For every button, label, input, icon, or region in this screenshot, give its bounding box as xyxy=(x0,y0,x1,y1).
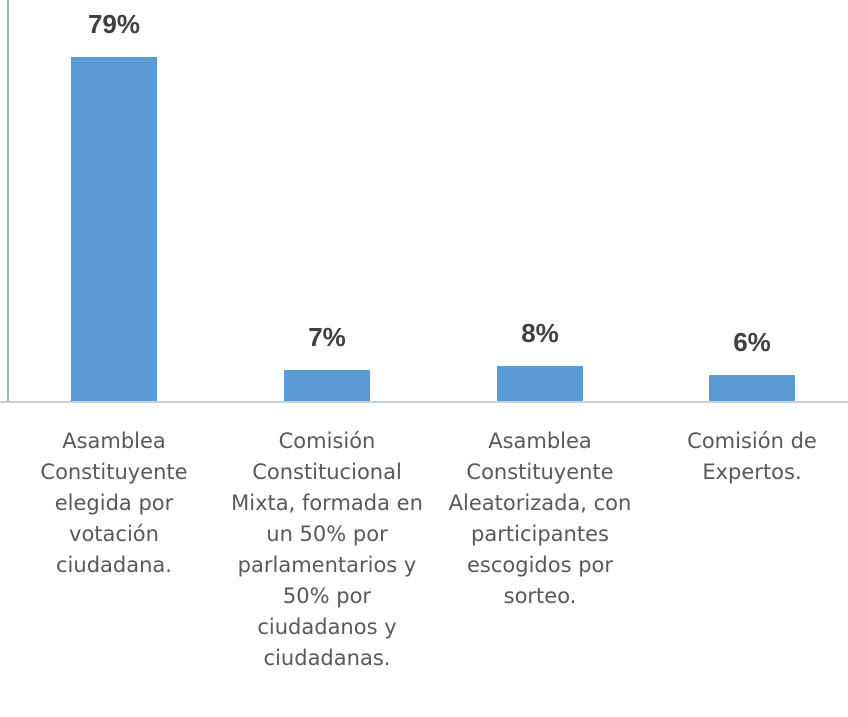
axis-line xyxy=(7,0,9,402)
data-label: 7% xyxy=(308,322,346,353)
baseline xyxy=(0,401,848,403)
x-tick-label: Comisión Constitucional Mixta, formada e… xyxy=(231,429,423,670)
x-tick-label: Asamblea Constituyente elegida por votac… xyxy=(40,429,188,577)
data-label: 79% xyxy=(87,8,141,39)
data-label: 8% xyxy=(521,318,559,349)
bar xyxy=(497,366,583,401)
x-tick-label: Asamblea Constituyente Aleatorizada, con… xyxy=(448,429,632,608)
bar xyxy=(709,374,795,401)
bar xyxy=(71,56,157,401)
bar xyxy=(284,370,370,401)
data-label: 6% xyxy=(733,326,771,357)
x-tick-label: Comisión de Expertos. xyxy=(687,429,817,484)
